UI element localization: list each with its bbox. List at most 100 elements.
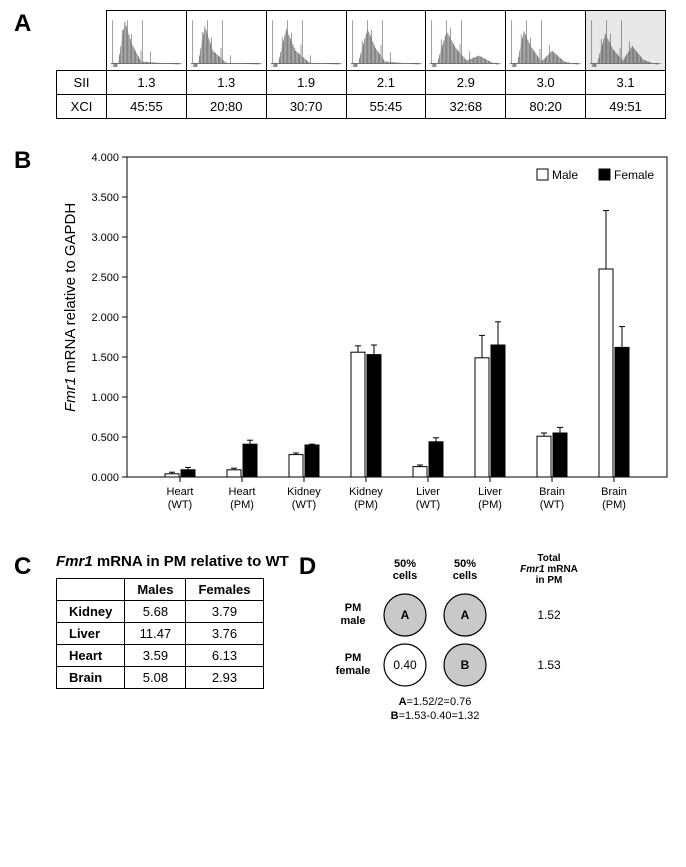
xci-value: 80:20 xyxy=(506,95,586,119)
trace-cell xyxy=(346,11,426,71)
svg-text:Fmr1 mRNA: Fmr1 mRNA xyxy=(520,564,578,575)
col-header: Females xyxy=(186,579,263,601)
svg-text:Heart: Heart xyxy=(229,486,256,498)
sii-value: 2.1 xyxy=(346,71,426,95)
svg-text:Heart: Heart xyxy=(167,486,194,498)
svg-text:Male: Male xyxy=(552,168,578,182)
trace-cell-highlighted xyxy=(586,11,666,71)
svg-text:B=1.53-0.40=1.32: B=1.53-0.40=1.32 xyxy=(390,710,479,722)
panel-a: A SII 1.3 1.3 1.9 2.1 2.9 3.0 3.1 XCI 45… xyxy=(10,10,676,119)
panel-a-xci-row: XCI 45:55 20:80 30:70 55:45 32:68 80:20 … xyxy=(57,95,666,119)
bar-chart: 0.0000.5001.0001.5002.0002.5003.0003.500… xyxy=(79,147,677,525)
svg-text:1.000: 1.000 xyxy=(91,392,119,404)
svg-text:(PM): (PM) xyxy=(602,499,626,511)
svg-text:50%: 50% xyxy=(454,558,476,570)
xci-value: 55:45 xyxy=(346,95,426,119)
svg-text:cells: cells xyxy=(393,570,417,582)
xci-value: 30:70 xyxy=(266,95,346,119)
svg-text:3.500: 3.500 xyxy=(91,192,119,204)
trace-cell xyxy=(107,11,187,71)
cell: 3.79 xyxy=(186,601,263,623)
trace-icon xyxy=(508,15,583,67)
trace-icon xyxy=(269,15,344,67)
svg-text:2.000: 2.000 xyxy=(91,312,119,324)
svg-text:Liver: Liver xyxy=(478,486,502,498)
svg-text:male: male xyxy=(340,615,365,627)
row-label: Brain xyxy=(57,667,125,689)
sii-value: 3.0 xyxy=(506,71,586,95)
cell: 3.76 xyxy=(186,623,263,645)
svg-text:in PM: in PM xyxy=(535,575,562,586)
sii-value: 1.9 xyxy=(266,71,346,95)
trace-icon xyxy=(588,15,663,67)
svg-text:(WT): (WT) xyxy=(416,499,440,511)
trace-icon xyxy=(109,15,184,67)
xci-value: 32:68 xyxy=(426,95,506,119)
svg-text:1.500: 1.500 xyxy=(91,352,119,364)
bottom-row: C Fmr1 mRNA in PM relative to WT Males F… xyxy=(10,553,676,733)
trace-cell xyxy=(506,11,586,71)
panel-a-label: A xyxy=(14,10,31,38)
svg-text:(WT): (WT) xyxy=(540,499,564,511)
chart-wrap: Fmr1 mRNA relative to GAPDH 0.0000.5001.… xyxy=(56,147,676,525)
cell: 6.13 xyxy=(186,645,263,667)
svg-text:0.500: 0.500 xyxy=(91,432,119,444)
sii-value: 1.3 xyxy=(186,71,266,95)
svg-text:(PM): (PM) xyxy=(354,499,378,511)
svg-text:PM: PM xyxy=(345,602,362,614)
panel-c-label: C xyxy=(14,553,31,581)
svg-text:Female: Female xyxy=(614,168,654,182)
xci-value: 49:51 xyxy=(586,95,666,119)
svg-text:(PM): (PM) xyxy=(230,499,254,511)
cell: 2.93 xyxy=(186,667,263,689)
sii-label: SII xyxy=(57,71,107,95)
panel-c: C Fmr1 mRNA in PM relative to WT Males F… xyxy=(56,553,289,689)
svg-text:Kidney: Kidney xyxy=(287,486,321,498)
xci-value: 20:80 xyxy=(186,95,266,119)
svg-text:Liver: Liver xyxy=(416,486,440,498)
trace-cell xyxy=(266,11,346,71)
svg-text:1.52: 1.52 xyxy=(537,608,561,622)
svg-text:1.53: 1.53 xyxy=(537,658,561,672)
svg-text:A: A xyxy=(400,608,409,622)
panel-d-diagram: 50%cells50%cellsTotalFmr1 mRNAin PMPMmal… xyxy=(317,553,612,733)
table-row: Brain 5.08 2.93 xyxy=(57,667,264,689)
table-row: Heart 3.59 6.13 xyxy=(57,645,264,667)
sii-value: 1.3 xyxy=(107,71,187,95)
panel-c-title: Fmr1 mRNA in PM relative to WT xyxy=(56,553,289,570)
svg-text:Kidney: Kidney xyxy=(349,486,383,498)
sii-value: 3.1 xyxy=(586,71,666,95)
table-row: Liver 11.47 3.76 xyxy=(57,623,264,645)
row-label: Kidney xyxy=(57,601,125,623)
xci-label: XCI xyxy=(57,95,107,119)
panel-b-label: B xyxy=(14,147,31,175)
panel-b: B Fmr1 mRNA relative to GAPDH 0.0000.500… xyxy=(10,147,676,525)
svg-text:2.500: 2.500 xyxy=(91,272,119,284)
svg-text:B: B xyxy=(460,658,469,672)
panel-a-trace-row xyxy=(57,11,666,71)
svg-text:female: female xyxy=(335,665,370,677)
panel-d-label: D xyxy=(299,553,316,581)
trace-icon xyxy=(349,15,424,67)
svg-text:Total: Total xyxy=(537,553,560,564)
svg-text:(WT): (WT) xyxy=(168,499,192,511)
svg-text:PM: PM xyxy=(345,652,362,664)
col-header: Males xyxy=(125,579,186,601)
cell: 5.08 xyxy=(125,667,186,689)
svg-text:3.000: 3.000 xyxy=(91,232,119,244)
svg-text:Brain: Brain xyxy=(539,486,565,498)
trace-icon xyxy=(189,15,264,67)
panel-c-table: Males Females Kidney 5.68 3.79 Liver 11.… xyxy=(56,578,264,689)
cell: 11.47 xyxy=(125,623,186,645)
sii-value: 2.9 xyxy=(426,71,506,95)
panel-d: D 50%cells50%cellsTotalFmr1 mRNAin PMPMm… xyxy=(317,553,612,733)
svg-text:50%: 50% xyxy=(394,558,416,570)
trace-cell xyxy=(186,11,266,71)
svg-text:4.000: 4.000 xyxy=(91,152,119,164)
trace-icon xyxy=(428,15,503,67)
panel-a-table: SII 1.3 1.3 1.9 2.1 2.9 3.0 3.1 XCI 45:5… xyxy=(56,10,666,119)
cell: 3.59 xyxy=(125,645,186,667)
table-row: Kidney 5.68 3.79 xyxy=(57,601,264,623)
trace-cell xyxy=(426,11,506,71)
svg-text:Brain: Brain xyxy=(601,486,627,498)
